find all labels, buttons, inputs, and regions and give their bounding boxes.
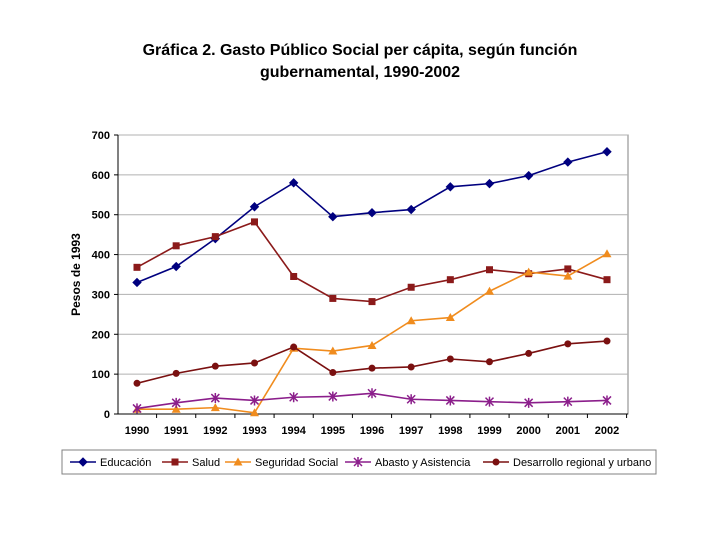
legend-label-salud: Salud (192, 457, 220, 469)
y-tick-label-600: 600 (92, 170, 110, 182)
legend-label-desarrollo-regional-y-urbano: Desarrollo regional y urbano (513, 457, 651, 469)
data-point-desarrollo-regional-y-urbano-1999 (486, 358, 493, 366)
data-point-seguridad-social-1996 (367, 340, 377, 349)
data-point-salud-1998 (446, 276, 454, 284)
chart-title-line1: Gráfica 2. Gasto Público Social per cápi… (142, 42, 578, 59)
y-axis-label: Pesos de 1993 (69, 233, 83, 316)
legend-box (61, 449, 657, 475)
data-point-seguridad-social-2002 (602, 249, 612, 258)
x-tick-label-1994: 1994 (281, 425, 306, 437)
data-point-educacion-1999 (484, 178, 495, 189)
x-tick-label-2001: 2001 (556, 425, 580, 437)
data-point-seguridad-social-1991 (171, 404, 181, 413)
data-point-desarrollo-regional-y-urbano-1991 (172, 369, 180, 377)
x-tick-label-1999: 1999 (477, 425, 501, 437)
data-point-desarrollo-regional-y-urbano-2002 (603, 337, 611, 345)
x-tick-label-1996: 1996 (360, 425, 384, 437)
x-tick-label-1992: 1992 (203, 425, 227, 437)
data-point-seguridad-social-1999 (485, 286, 494, 295)
legend-marker-desarrollo-regional-y-urbano (492, 458, 500, 466)
data-point-desarrollo-regional-y-urbano-1998 (446, 355, 454, 363)
y-tick-label-500: 500 (92, 210, 110, 222)
y-tick-label-400: 400 (92, 250, 110, 262)
data-point-abasto-y-asistencia-1992 (210, 393, 220, 404)
x-tick-label-1997: 1997 (399, 425, 423, 437)
legend-marker-educacion (78, 457, 88, 467)
data-point-abasto-y-asistencia-1994 (289, 392, 299, 403)
data-point-educacion-2002 (602, 147, 612, 157)
data-point-educacion-1990 (132, 277, 142, 288)
data-point-salud-1995 (329, 294, 337, 302)
data-point-educacion-1995 (328, 212, 338, 222)
data-point-educacion-1996 (367, 208, 377, 218)
data-point-salud-1997 (407, 283, 415, 291)
data-point-abasto-y-asistencia-1996 (367, 388, 377, 399)
data-point-educacion-1991 (171, 261, 181, 272)
data-point-abasto-y-asistencia-2000 (524, 397, 534, 408)
data-point-desarrollo-regional-y-urbano-1995 (329, 369, 337, 377)
data-point-desarrollo-regional-y-urbano-1994 (290, 343, 298, 351)
data-point-educacion-1998 (445, 182, 456, 192)
data-point-salud-1991 (172, 242, 180, 250)
chart-title-line2: gubernamental, 1990-2002 (259, 64, 461, 81)
data-point-abasto-y-asistencia-2001 (563, 396, 573, 407)
legend-marker-abasto-y-asistencia (353, 457, 363, 467)
data-point-abasto-y-asistencia-1997 (406, 394, 416, 405)
y-tick-label-200: 200 (92, 329, 110, 341)
data-point-salud-1996 (368, 298, 376, 306)
data-point-salud-2001 (564, 265, 572, 273)
data-point-abasto-y-asistencia-1990 (132, 403, 142, 414)
data-point-seguridad-social-1995 (328, 346, 338, 355)
data-point-desarrollo-regional-y-urbano-2001 (564, 340, 572, 348)
data-point-salud-1992 (211, 233, 219, 241)
legend-label-abasto-y-asistencia: Abasto y Asistencia (375, 457, 471, 469)
data-point-seguridad-social-1992 (210, 403, 220, 412)
data-point-abasto-y-asistencia-1998 (445, 395, 455, 406)
data-point-desarrollo-regional-y-urbano-1996 (368, 364, 376, 372)
data-point-educacion-1993 (249, 202, 260, 212)
x-tick-label-1998: 1998 (438, 425, 462, 437)
data-point-desarrollo-regional-y-urbano-1993 (251, 359, 258, 367)
data-point-abasto-y-asistencia-2002 (602, 395, 612, 406)
legend-label-seguridad-social: Seguridad Social (255, 457, 338, 469)
data-point-educacion-1994 (288, 178, 299, 188)
legend-marker-salud (171, 458, 179, 466)
x-tick-label-1995: 1995 (321, 425, 345, 437)
data-point-abasto-y-asistencia-1999 (484, 396, 495, 407)
y-tick-label-700: 700 (92, 130, 110, 142)
data-point-salud-1999 (486, 266, 493, 274)
x-tick-label-2002: 2002 (595, 425, 619, 437)
x-tick-label-1991: 1991 (164, 425, 188, 437)
data-point-seguridad-social-2000 (524, 267, 534, 276)
data-point-educacion-1997 (406, 204, 416, 215)
data-point-salud-1994 (290, 272, 298, 280)
legend-marker-seguridad-social (233, 457, 243, 466)
y-tick-label-0: 0 (104, 409, 110, 421)
data-point-educacion-2000 (523, 170, 534, 181)
data-point-salud-1993 (251, 218, 258, 226)
data-point-educacion-2001 (563, 157, 573, 167)
legend-label-educacion: Educación (100, 457, 151, 469)
data-point-seguridad-social-1998 (445, 313, 455, 322)
data-point-desarrollo-regional-y-urbano-1992 (211, 362, 219, 370)
data-point-seguridad-social-1997 (406, 316, 416, 325)
data-point-salud-1990 (133, 263, 141, 271)
data-point-abasto-y-asistencia-1993 (249, 395, 260, 406)
x-tick-label-2000: 2000 (516, 425, 540, 437)
data-point-seguridad-social-2001 (563, 271, 573, 280)
y-tick-label-100: 100 (92, 369, 110, 381)
data-point-abasto-y-asistencia-1995 (328, 391, 338, 402)
data-point-salud-2002 (603, 276, 611, 284)
data-point-desarrollo-regional-y-urbano-1997 (407, 363, 415, 371)
x-tick-label-1990: 1990 (125, 425, 149, 437)
x-tick-label-1993: 1993 (242, 425, 266, 437)
y-tick-label-300: 300 (92, 289, 110, 301)
data-point-desarrollo-regional-y-urbano-2000 (525, 349, 533, 357)
data-point-desarrollo-regional-y-urbano-1990 (133, 379, 141, 387)
data-point-seguridad-social-1993 (250, 408, 259, 417)
data-point-abasto-y-asistencia-1991 (171, 397, 181, 408)
